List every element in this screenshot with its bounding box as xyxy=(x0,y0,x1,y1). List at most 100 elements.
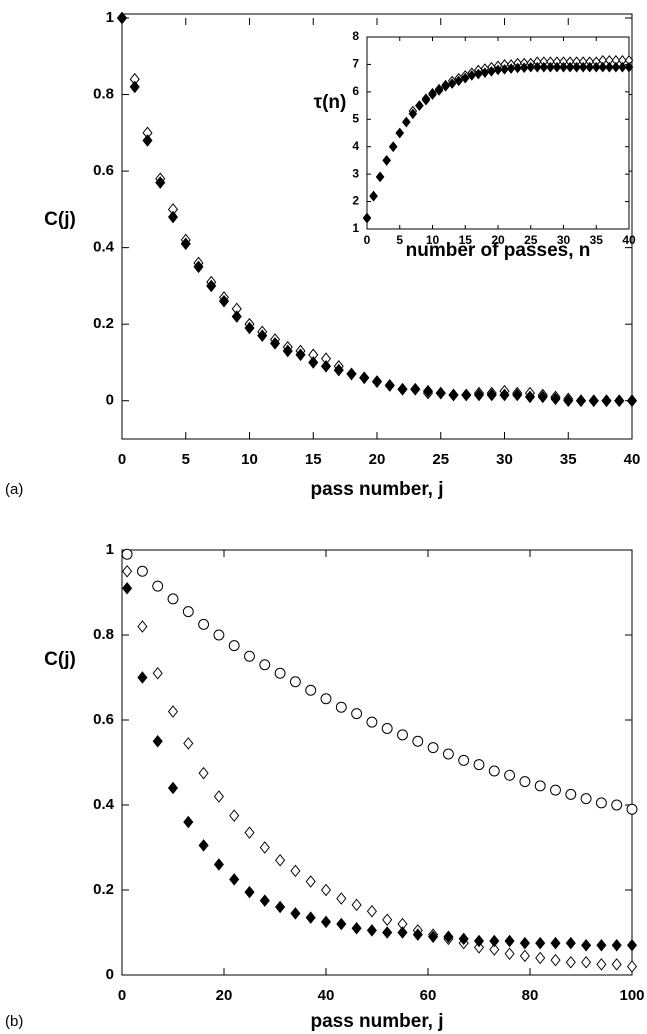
point xyxy=(626,960,638,973)
point xyxy=(626,803,638,815)
point xyxy=(626,394,638,408)
point xyxy=(441,81,450,92)
point xyxy=(454,75,463,87)
point xyxy=(290,864,301,878)
point xyxy=(512,388,523,402)
point xyxy=(506,63,516,74)
point xyxy=(231,310,242,323)
point xyxy=(167,705,179,718)
point xyxy=(137,620,148,633)
point xyxy=(369,190,378,202)
y-tick-label: 0.8 xyxy=(93,626,114,643)
point xyxy=(428,930,439,944)
point xyxy=(442,748,454,760)
point xyxy=(572,61,581,73)
point xyxy=(402,116,411,128)
point xyxy=(382,926,393,939)
point xyxy=(122,581,133,595)
point xyxy=(519,62,529,74)
point xyxy=(550,953,561,967)
x-tick-label: 35 xyxy=(560,451,577,468)
point xyxy=(167,210,179,224)
point xyxy=(596,958,607,971)
point xyxy=(269,337,281,350)
point xyxy=(519,776,531,788)
point xyxy=(229,809,240,822)
point xyxy=(218,294,230,308)
point xyxy=(142,134,153,147)
point xyxy=(533,61,542,73)
point xyxy=(388,141,398,153)
point xyxy=(473,934,485,948)
x-tick-label: 30 xyxy=(496,451,513,468)
y-tick-label: 4 xyxy=(352,139,359,153)
point xyxy=(320,693,332,705)
point xyxy=(493,64,503,76)
point xyxy=(500,64,509,75)
point xyxy=(435,386,446,400)
point xyxy=(320,883,332,897)
point xyxy=(415,100,424,111)
y-tick-label: 0.8 xyxy=(93,86,114,103)
point xyxy=(213,858,224,871)
point xyxy=(244,885,255,899)
point xyxy=(116,11,128,25)
x-axis-label: number of passes, n xyxy=(406,240,591,261)
point xyxy=(595,797,607,809)
y-tick-label: 8 xyxy=(352,29,359,43)
point xyxy=(596,938,607,952)
point xyxy=(333,363,344,377)
point xyxy=(552,61,562,73)
x-tick-label: 0 xyxy=(118,987,126,1004)
point xyxy=(513,62,522,74)
point xyxy=(428,89,437,100)
point xyxy=(489,934,500,948)
point xyxy=(182,606,194,618)
point xyxy=(473,941,485,954)
point xyxy=(395,127,404,139)
point xyxy=(504,769,516,781)
point xyxy=(193,260,204,274)
x-tick-label: 80 xyxy=(522,987,539,1004)
point xyxy=(488,765,500,777)
point xyxy=(213,629,225,641)
point xyxy=(289,676,301,688)
point xyxy=(228,640,240,652)
point xyxy=(259,894,270,907)
point xyxy=(499,388,510,402)
point xyxy=(537,390,548,404)
point xyxy=(546,61,555,73)
point xyxy=(244,650,255,662)
point xyxy=(626,938,638,952)
point xyxy=(259,841,270,854)
x-axis-label: pass number, j xyxy=(310,479,443,500)
y-tick-label: 0 xyxy=(106,966,114,983)
point xyxy=(578,61,588,73)
point xyxy=(598,61,608,73)
point xyxy=(305,875,316,888)
point xyxy=(282,344,293,358)
y-tick-label: 1 xyxy=(352,221,359,235)
point xyxy=(290,907,301,920)
point xyxy=(559,61,568,73)
point xyxy=(397,729,408,741)
point xyxy=(362,212,372,224)
point xyxy=(381,723,393,734)
y-tick-label: 5 xyxy=(352,111,359,125)
plot-frame xyxy=(121,549,633,976)
y-tick-label: 7 xyxy=(352,57,359,71)
y-tick-label: 0.2 xyxy=(93,881,114,898)
point xyxy=(605,61,614,73)
point xyxy=(346,367,357,381)
point xyxy=(167,781,179,795)
point xyxy=(447,78,457,89)
point xyxy=(412,928,423,941)
point xyxy=(137,671,148,684)
point xyxy=(305,684,317,696)
point xyxy=(565,936,576,950)
x-tick-label: 40 xyxy=(318,987,335,1004)
point xyxy=(539,61,549,73)
x-tick-label: 30 xyxy=(557,233,571,247)
point xyxy=(526,61,535,73)
x-tick-label: 15 xyxy=(305,451,322,468)
